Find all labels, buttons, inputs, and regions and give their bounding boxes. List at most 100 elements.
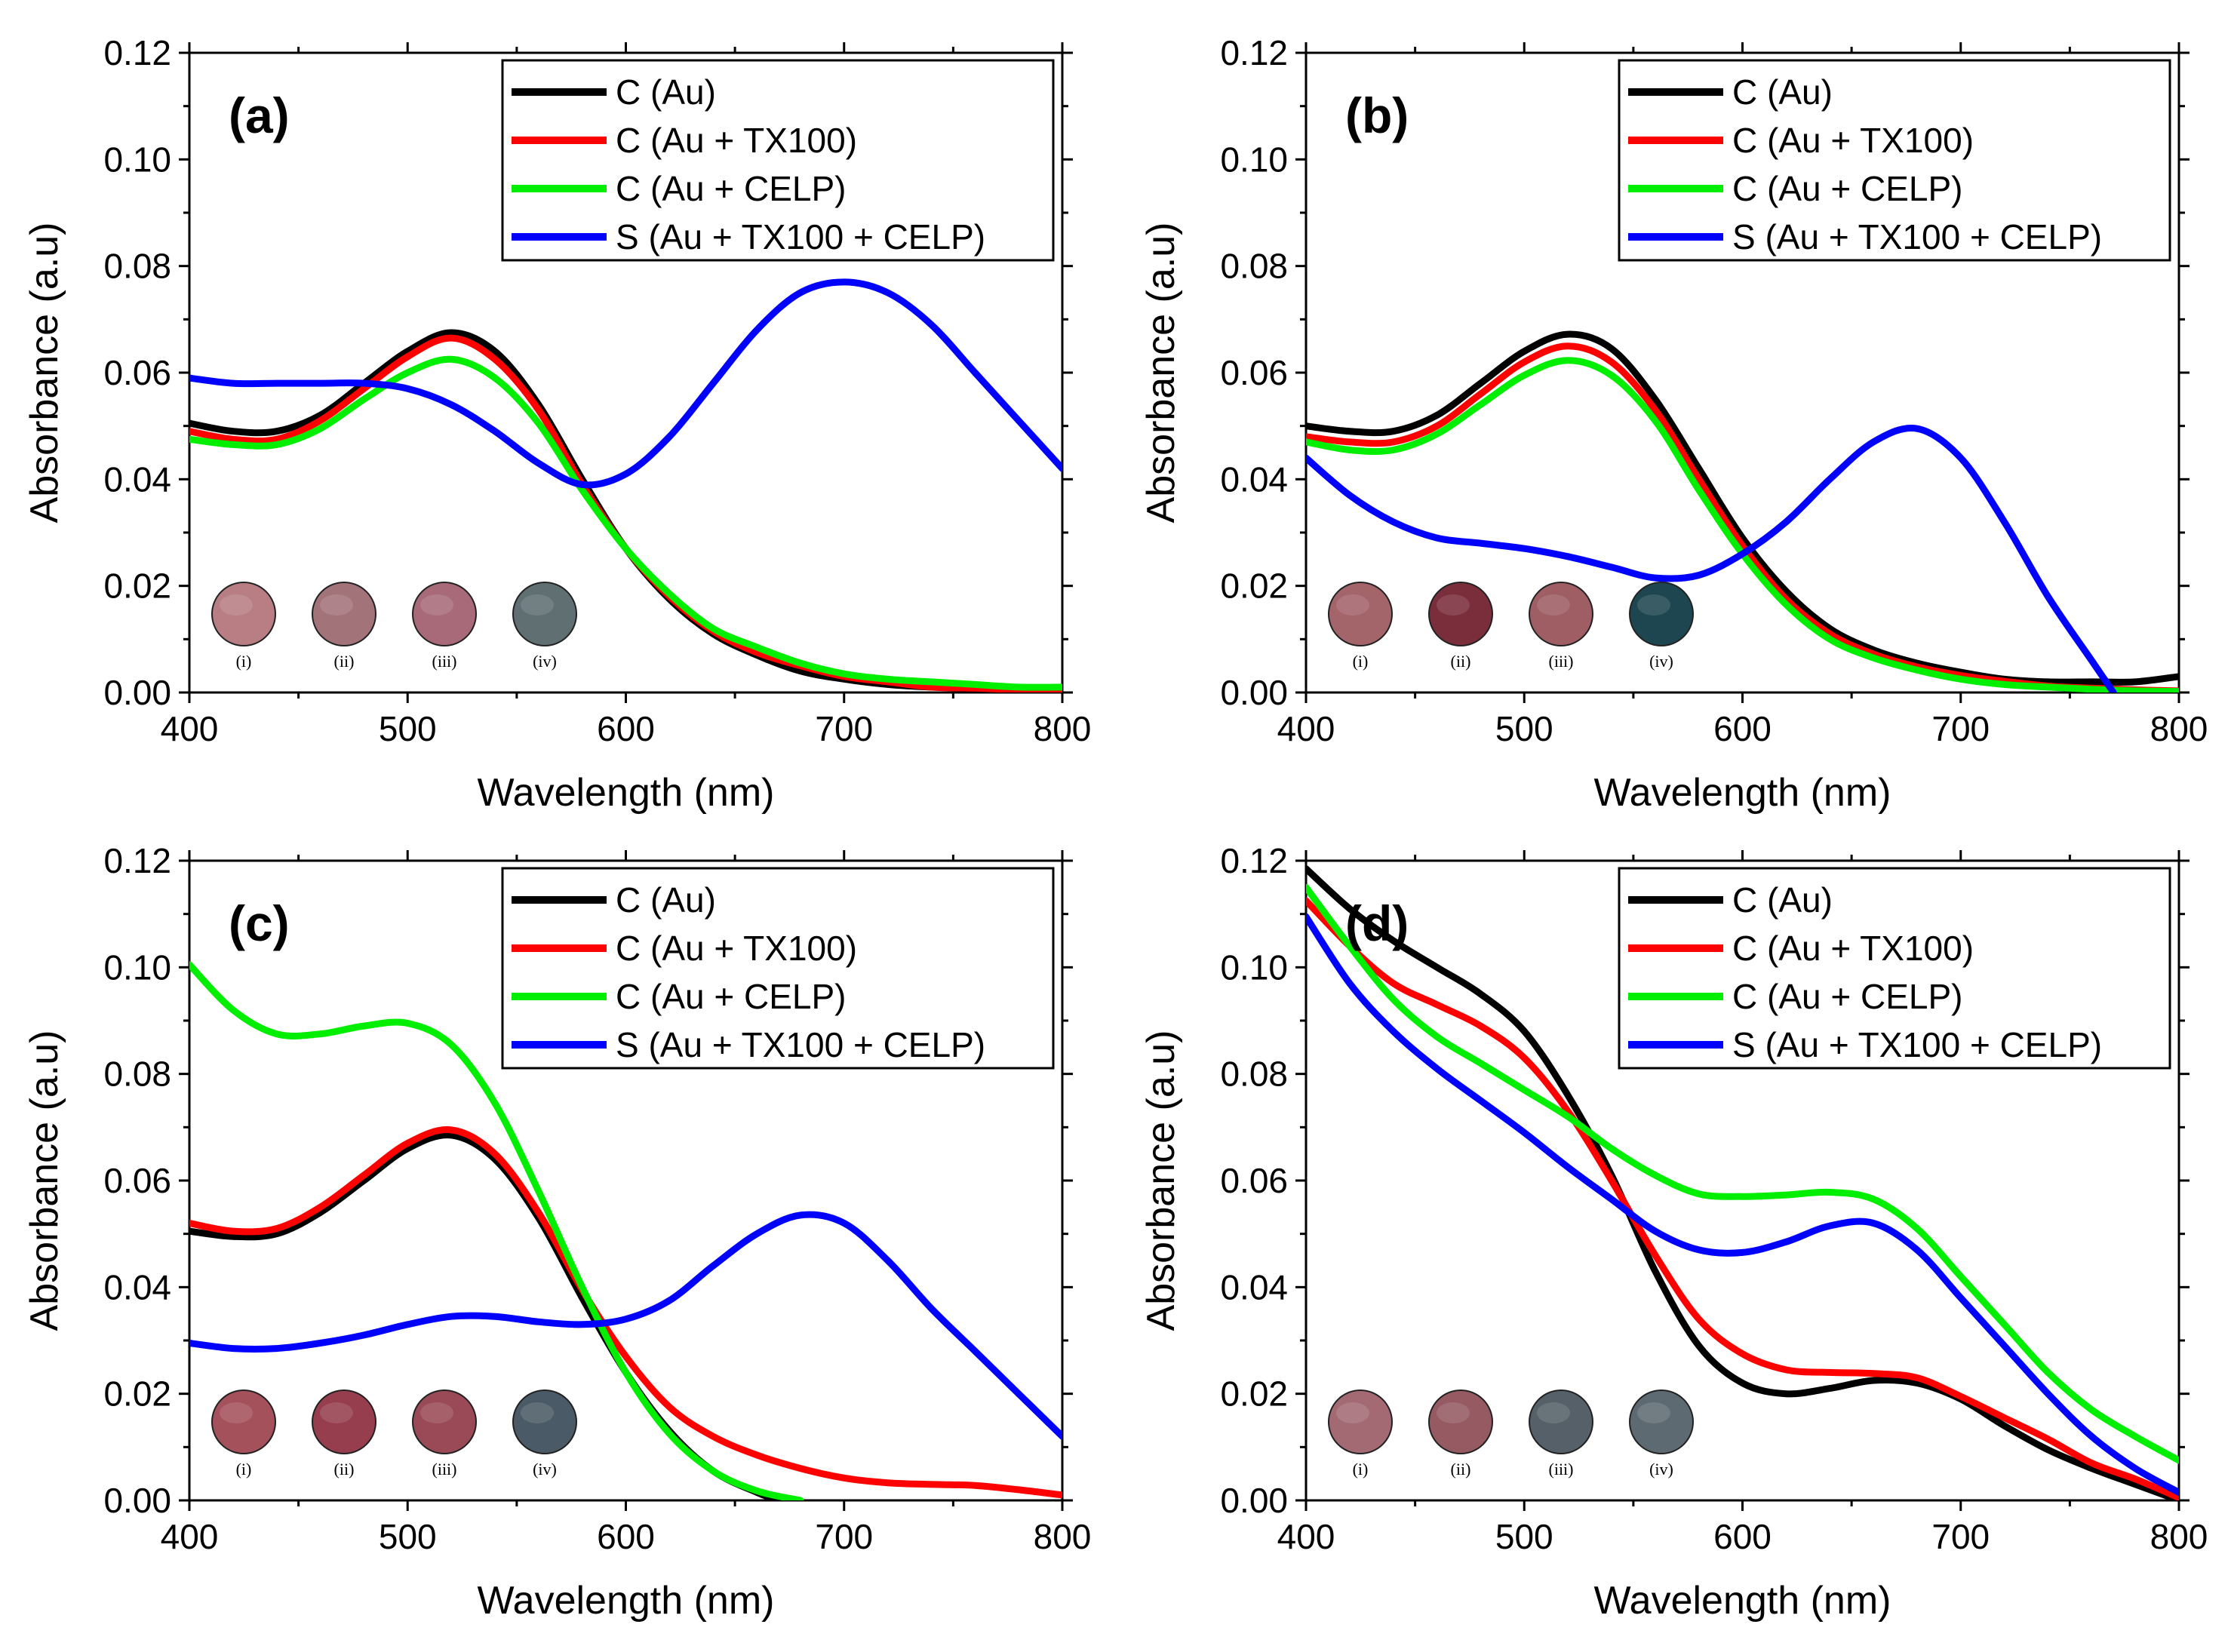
y-tick-label: 0.04	[103, 459, 171, 499]
sample-vial-swatch	[1328, 582, 1393, 646]
sample-vial-swatch	[1529, 582, 1593, 646]
legend-label: C (Au + TX100)	[616, 121, 857, 160]
x-tick-label: 700	[815, 709, 873, 748]
sample-vial-swatch	[1529, 1389, 1593, 1454]
panel-c: 400 500 600 700 800 0.00 0.02 0.04 0.06 0.08 0.10 0…	[23, 841, 1091, 1623]
sample-vial-highlight	[1437, 1402, 1470, 1423]
sample-vial-highlight	[320, 1402, 353, 1423]
x-tick-label: 400	[161, 709, 219, 748]
series-line-c-au-celp	[189, 961, 804, 1500]
sample-vial-highlight	[420, 594, 453, 616]
sample-vial-label: (iv)	[1649, 1460, 1673, 1479]
x-axis-title: Wavelength (nm)	[478, 771, 775, 815]
series-group	[1306, 865, 2179, 1500]
sample-vial-highlight	[1437, 594, 1470, 616]
legend-label: C (Au + CELP)	[1732, 977, 1963, 1016]
sample-vial-label: (i)	[1353, 652, 1369, 671]
y-tick-label: 0.02	[1220, 567, 1288, 606]
legend-label: C (Au)	[616, 72, 716, 112]
sample-vial-label: (iii)	[1549, 1460, 1574, 1479]
legend-label: C (Au + TX100)	[1732, 121, 1974, 160]
series-line-s-au-tx100-celp	[189, 1211, 1062, 1440]
x-tick-label: 400	[1277, 709, 1335, 748]
sample-vial-label: (iv)	[1649, 652, 1673, 671]
panel-d: 400 500 600 700 800 0.00 0.02 0.04 0.06 0.08 0.10 0…	[1139, 841, 2208, 1623]
y-tick-label: 0.00	[1220, 673, 1288, 712]
series-line-c-au-celp	[1306, 883, 2179, 1464]
series-line-s-au-tx100-celp	[1306, 913, 2179, 1496]
x-tick-label: 700	[1931, 1517, 1990, 1556]
y-tick-label: 0.10	[103, 947, 171, 987]
y-tick-label: 0.00	[1220, 1481, 1288, 1520]
x-axis-title: Wavelength (nm)	[478, 1579, 775, 1623]
sample-vial-label: (ii)	[1451, 1460, 1471, 1479]
sample-vial-swatch	[1428, 1389, 1493, 1454]
x-tick-label: 400	[161, 1517, 219, 1556]
sample-vial-swatch	[512, 582, 577, 646]
y-tick-label: 0.04	[1220, 459, 1288, 499]
x-tick-label: 800	[1034, 1517, 1092, 1556]
sample-vial-highlight	[1637, 594, 1670, 616]
sample-vial-highlight	[420, 1402, 453, 1423]
series-group	[189, 961, 1062, 1500]
y-tick-label: 0.10	[1220, 947, 1288, 987]
y-tick-label: 0.02	[103, 1374, 171, 1414]
sample-vial-highlight	[521, 1402, 554, 1423]
legend-label: C (Au + CELP)	[616, 169, 847, 208]
x-tick-label: 700	[815, 1517, 873, 1556]
panel-label: (d)	[1345, 895, 1409, 951]
sample-vial-highlight	[1336, 1402, 1369, 1423]
x-tick-label: 500	[1495, 709, 1553, 748]
sample-vial-label: (ii)	[334, 1460, 355, 1479]
sample-vial-swatch	[1629, 582, 1694, 646]
x-tick-label: 400	[1277, 1517, 1335, 1556]
y-tick-label: 0.04	[103, 1267, 171, 1307]
series-line-c-au	[1306, 865, 2179, 1500]
legend-label: C (Au + CELP)	[616, 977, 847, 1016]
sample-vial-swatch	[512, 1389, 577, 1454]
y-tick-label: 0.00	[103, 673, 171, 712]
sample-vial-highlight	[320, 594, 353, 616]
sample-vial-swatch	[1328, 1389, 1393, 1454]
legend-label: C (Au + TX100)	[1732, 929, 1974, 968]
x-tick-label: 800	[2150, 1517, 2208, 1556]
x-axis-title: Wavelength (nm)	[1594, 1579, 1891, 1623]
series-line-c-au-tx100	[189, 1126, 1062, 1499]
y-tick-label: 0.06	[103, 353, 171, 392]
sample-vial-highlight	[220, 1402, 253, 1423]
legend-label: S (Au + TX100 + CELP)	[616, 217, 985, 256]
x-tick-label: 600	[597, 1517, 655, 1556]
legend-label: C (Au + TX100)	[616, 929, 857, 968]
legend-label: C (Au)	[1732, 72, 1833, 112]
y-tick-label: 0.00	[103, 1481, 171, 1520]
y-tick-label: 0.12	[103, 841, 171, 880]
sample-vial-swatch	[412, 1389, 477, 1454]
series-line-s-au-tx100-celp	[189, 278, 1062, 489]
sample-vial-label: (iii)	[432, 1460, 457, 1479]
legend-label: C (Au)	[1732, 880, 1833, 920]
x-tick-label: 800	[1034, 709, 1092, 748]
y-tick-label: 0.02	[1220, 1374, 1288, 1414]
series-line-c-au-tx100	[189, 334, 1062, 692]
panel-label: (a)	[229, 88, 290, 143]
sample-vial-swatch	[412, 582, 477, 646]
panel-label: (b)	[1345, 88, 1409, 143]
y-axis-title: Absorbance (a.u)	[23, 223, 66, 524]
sample-vial-label: (i)	[1353, 1460, 1369, 1479]
x-tick-label: 600	[597, 709, 655, 748]
y-tick-label: 0.02	[103, 567, 171, 606]
y-tick-label: 0.08	[103, 247, 171, 286]
x-tick-label: 800	[2150, 709, 2208, 748]
y-tick-label: 0.12	[103, 33, 171, 72]
x-tick-label: 700	[1931, 709, 1990, 748]
series-group	[1306, 330, 2179, 692]
sample-vial-label: (ii)	[334, 652, 355, 671]
series-line-c-au-celp	[189, 355, 1062, 691]
x-tick-label: 600	[1713, 1517, 1772, 1556]
sample-vial-highlight	[1637, 1402, 1670, 1423]
y-tick-label: 0.06	[1220, 1161, 1288, 1200]
x-tick-label: 500	[1495, 1517, 1553, 1556]
x-tick-label: 500	[379, 1517, 437, 1556]
sample-vial-swatch	[211, 582, 276, 646]
